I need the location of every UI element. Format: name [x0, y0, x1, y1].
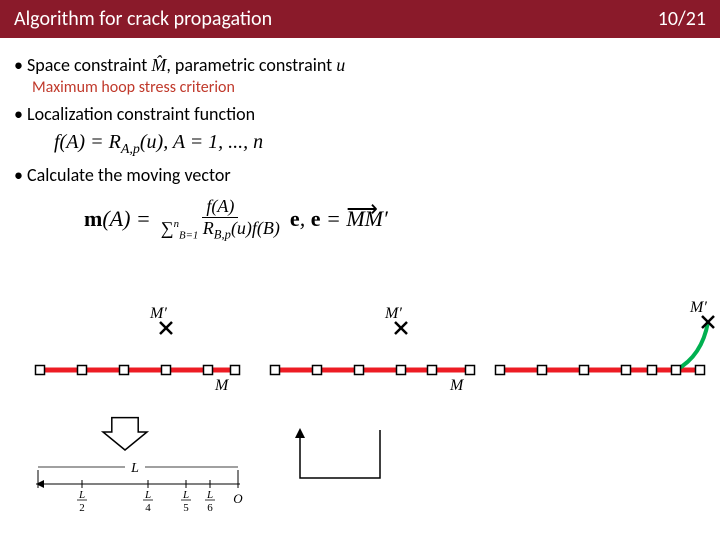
- svg-text:M′: M′: [384, 305, 402, 322]
- svg-text:M′: M′: [689, 299, 707, 316]
- svg-text:L: L: [206, 489, 213, 501]
- svg-text:5: 5: [183, 502, 189, 514]
- svg-text:L: L: [182, 489, 189, 501]
- svg-text:M: M: [214, 377, 230, 394]
- svg-text:4: 4: [145, 502, 151, 514]
- svg-text:L: L: [78, 489, 85, 501]
- svg-text:6: 6: [207, 502, 213, 514]
- svg-text:O: O: [233, 491, 243, 506]
- svg-text:M′: M′: [149, 305, 167, 322]
- svg-text:L: L: [130, 461, 139, 476]
- svg-text:L: L: [144, 489, 151, 501]
- crack-diagrams: M′MM′MM′LL2L4L5L6O: [0, 0, 720, 540]
- svg-text:M: M: [449, 377, 465, 394]
- svg-text:2: 2: [79, 502, 85, 514]
